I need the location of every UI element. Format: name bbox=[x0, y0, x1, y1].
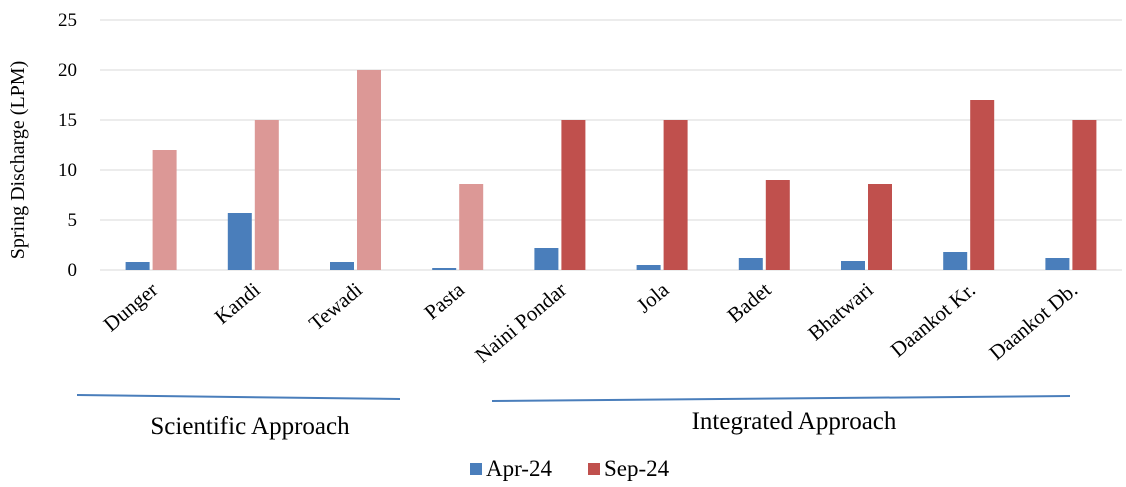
bar-apr-24 bbox=[125, 262, 150, 270]
y-tick-label: 25 bbox=[58, 10, 77, 31]
x-tick-label: Daankot Db. bbox=[984, 277, 1082, 364]
bar-sep-24 bbox=[561, 120, 586, 270]
bar-apr-24 bbox=[432, 268, 457, 270]
scientific-approach-line bbox=[76, 394, 401, 400]
x-tick-label: Tewadi bbox=[304, 277, 367, 335]
bar-sep-24 bbox=[970, 100, 995, 270]
bar-apr-24 bbox=[534, 248, 559, 270]
x-tick-label: Jola bbox=[632, 277, 674, 318]
y-tick-label: 10 bbox=[58, 160, 77, 181]
x-tick-label: Daankot Kr. bbox=[886, 277, 980, 361]
y-tick-label: 20 bbox=[58, 60, 77, 81]
x-tick-label: Naini Pondar bbox=[470, 277, 571, 367]
x-tick-label: Dunger bbox=[99, 277, 163, 336]
bar-apr-24 bbox=[330, 262, 354, 270]
y-tick-labels: 0 5 10 15 20 25 bbox=[58, 10, 77, 281]
bars bbox=[125, 70, 1097, 270]
bar-sep-24 bbox=[1072, 120, 1097, 270]
bar-sep-24 bbox=[765, 180, 790, 270]
approach-groups: Scientific Approach Integrated Approach bbox=[76, 394, 1071, 440]
y-tick-label: 5 bbox=[68, 210, 78, 231]
legend-swatch bbox=[588, 463, 600, 475]
y-tick-label: 15 bbox=[58, 110, 77, 131]
bar-apr-24 bbox=[738, 258, 763, 270]
bar-sep-24 bbox=[357, 70, 381, 270]
bar-sep-24 bbox=[663, 120, 688, 270]
x-tick-label: Badet bbox=[723, 277, 776, 327]
bar-apr-24 bbox=[227, 213, 252, 270]
x-tick-label: Bhatwari bbox=[803, 277, 878, 345]
scientific-approach-label: Scientific Approach bbox=[150, 413, 350, 440]
legend-swatch bbox=[470, 463, 482, 475]
x-tick-label: Kandi bbox=[210, 277, 265, 328]
bar-apr-24 bbox=[943, 252, 968, 270]
gridlines bbox=[100, 19, 1122, 271]
x-tick-label: Pasta bbox=[420, 277, 470, 324]
y-axis-label: Spring Discharge (LPM) bbox=[7, 61, 29, 260]
bar-apr-24 bbox=[1045, 258, 1070, 270]
legend-label: Apr-24 bbox=[486, 456, 552, 481]
integrated-approach-line bbox=[491, 395, 1071, 402]
bar-apr-24 bbox=[841, 261, 865, 270]
y-tick-label: 0 bbox=[68, 260, 78, 281]
x-tick-labels: Dunger Kandi Tewadi Pasta Naini Pondar Jola Ba… bbox=[99, 277, 1082, 367]
bar-apr-24 bbox=[636, 265, 661, 270]
legend: Apr-24 Sep-24 bbox=[470, 456, 670, 481]
legend-label: Sep-24 bbox=[604, 456, 670, 481]
bar-sep-24 bbox=[459, 184, 484, 270]
integrated-approach-label: Integrated Approach bbox=[692, 408, 897, 435]
bar-sep-24 bbox=[152, 150, 177, 270]
bar-sep-24 bbox=[254, 120, 279, 270]
bar-sep-24 bbox=[868, 184, 892, 270]
